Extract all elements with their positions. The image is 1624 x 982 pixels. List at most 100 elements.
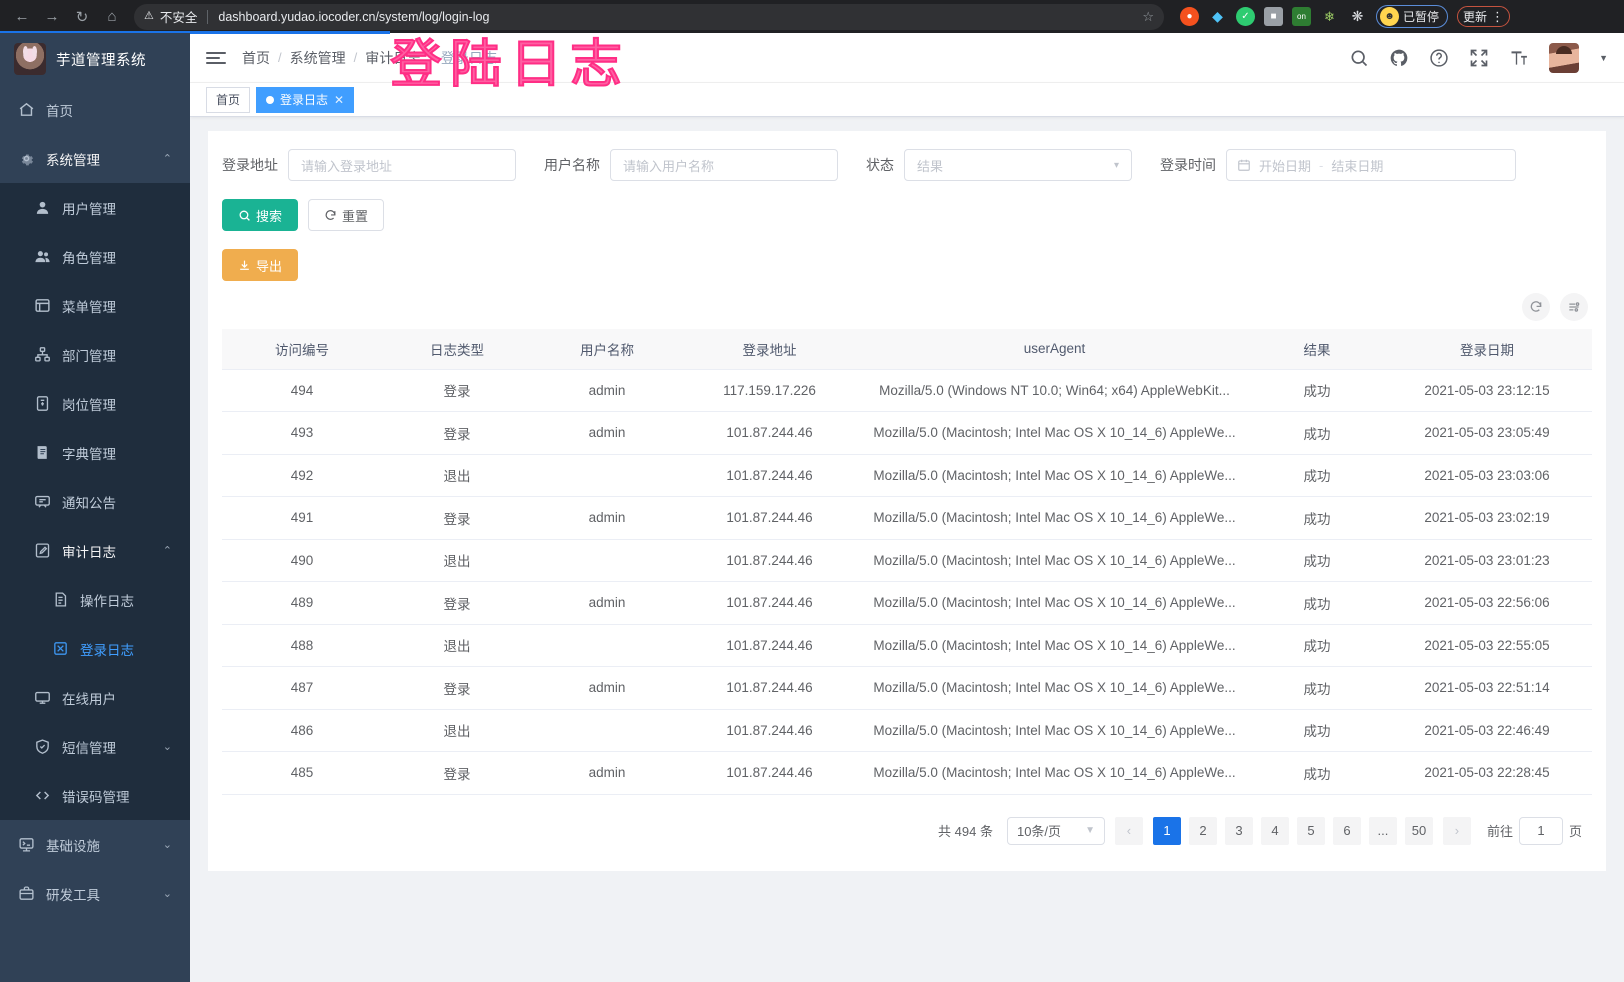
sidebar-item-3[interactable]: 角色管理	[0, 232, 190, 281]
sidebar-item-8[interactable]: 通知公告	[0, 477, 190, 526]
table-cell-日志类型: 退出	[382, 624, 532, 667]
extension-on-icon[interactable]: on	[1292, 7, 1311, 26]
pagination-page-50[interactable]: 50	[1404, 816, 1433, 845]
url-text: dashboard.yudao.iocoder.cn/system/log/lo…	[218, 9, 490, 24]
font-size-icon[interactable]	[1509, 48, 1529, 68]
address-bar[interactable]: ⚠ 不安全 dashboard.yudao.iocoder.cn/system/…	[134, 3, 1164, 30]
refresh-icon[interactable]	[1522, 293, 1550, 321]
table-cell-登录地址: 101.87.244.46	[682, 411, 857, 455]
search-icon[interactable]	[1349, 48, 1369, 68]
pagination-page-4[interactable]: 4	[1260, 816, 1289, 845]
avatar[interactable]	[1549, 42, 1580, 73]
status-select[interactable]: 结果 ▾	[904, 149, 1132, 181]
reload-icon[interactable]: ↻	[75, 8, 89, 26]
pagination-page-6[interactable]: 6	[1332, 816, 1361, 845]
close-icon[interactable]: ✕	[334, 92, 345, 107]
table-row[interactable]: 488 退出 101.87.244.46 Mozilla/5.0 (Macintosh…	[222, 624, 1592, 667]
puzzle-extensions-icon[interactable]: ❋	[1351, 8, 1364, 24]
extension-diamond-icon[interactable]: ◆	[1212, 8, 1223, 24]
table-cell-日志类型: 退出	[382, 539, 532, 582]
table-cell-访问编号: 485	[222, 751, 382, 795]
table-row[interactable]: 494 登录 admin 117.159.17.226 Mozilla/5.0 (Win…	[222, 369, 1592, 412]
filter-input-0[interactable]: 请输入登录地址	[288, 149, 516, 181]
table-row[interactable]: 493 登录 admin 101.87.244.46 Mozilla/5.0 (Maci…	[222, 411, 1592, 455]
tab-0[interactable]: 首页	[206, 86, 251, 113]
role-icon	[34, 248, 51, 265]
table-cell-登录地址: 101.87.244.46	[682, 581, 857, 625]
table-actions: 导出	[222, 249, 1592, 281]
extension-leaf-icon[interactable]: ❄	[1324, 8, 1335, 24]
sidebar-item-4[interactable]: 菜单管理	[0, 281, 190, 330]
sidebar-item-5[interactable]: 部门管理	[0, 330, 190, 379]
pagination-page-3[interactable]: 3	[1224, 816, 1253, 845]
paused-profile-button[interactable]: ☻ 已暂停	[1376, 5, 1449, 28]
pagination-page-5[interactable]: 5	[1296, 816, 1325, 845]
sidebar-item-15[interactable]: 基础设施 ⌄	[0, 820, 190, 869]
sidebar-item-16[interactable]: 研发工具 ⌄	[0, 869, 190, 918]
hamburger-icon[interactable]	[206, 51, 226, 64]
extension-blue-badge-icon[interactable]: ■	[1264, 7, 1283, 26]
pagination-page-...[interactable]: ...	[1368, 816, 1397, 845]
table-cell-登录地址: 101.87.244.46	[682, 496, 857, 540]
sidebar-item-12[interactable]: 在线用户	[0, 673, 190, 722]
sidebar-item-1[interactable]: 系统管理 ⌃	[0, 134, 190, 183]
breadcrumb-item-0[interactable]: 首页	[242, 49, 270, 66]
pagination-next-button[interactable]: ›	[1442, 816, 1471, 845]
fullscreen-icon[interactable]	[1469, 48, 1489, 68]
pagination-prev-button[interactable]: ‹	[1114, 816, 1143, 845]
table-row[interactable]: 490 退出 101.87.244.46 Mozilla/5.0 (Macintosh…	[222, 539, 1592, 582]
help-icon[interactable]	[1429, 48, 1449, 68]
table-cell-结果: 成功	[1252, 411, 1382, 455]
sidebar-item-7[interactable]: 字典管理	[0, 428, 190, 477]
extension-orange-icon[interactable]: ●	[1180, 7, 1199, 26]
sidebar-item-10[interactable]: 操作日志	[0, 575, 190, 624]
pagination-jump-input[interactable]: 1	[1518, 816, 1563, 845]
login-log-icon	[52, 640, 69, 657]
search-button[interactable]: 搜索	[222, 199, 299, 231]
date-range-picker[interactable]: 开始日期 - 结束日期	[1226, 149, 1516, 181]
sidebar-item-6[interactable]: 岗位管理	[0, 379, 190, 428]
github-icon[interactable]	[1389, 48, 1409, 68]
sidebar-item-2[interactable]: 用户管理	[0, 183, 190, 232]
columns-settings-icon[interactable]	[1560, 293, 1588, 321]
date-start: 开始日期	[1259, 158, 1312, 174]
reset-button[interactable]: 重置	[308, 199, 385, 231]
sidebar-item-0[interactable]: 首页	[0, 85, 190, 134]
bookmark-star-icon[interactable]: ☆	[1142, 8, 1154, 24]
breadcrumb-item-2[interactable]: 审计日志	[365, 49, 422, 66]
breadcrumb-item-1[interactable]: 系统管理	[289, 49, 346, 66]
table-cell-userAgent: Mozilla/5.0 (Macintosh; Intel Mac OS X 1…	[857, 411, 1252, 455]
sidebar-item-14[interactable]: 错误码管理	[0, 771, 190, 820]
update-button[interactable]: 更新 ⋮	[1457, 6, 1511, 27]
table-row[interactable]: 489 登录 admin 101.87.244.46 Mozilla/5.0 (Maci…	[222, 581, 1592, 625]
pagination-page-1[interactable]: 1	[1152, 816, 1181, 845]
pagination-page-2[interactable]: 2	[1188, 816, 1217, 845]
table-row[interactable]: 486 退出 101.87.244.46 Mozilla/5.0 (Macintosh…	[222, 709, 1592, 752]
table-header-4: userAgent	[857, 329, 1252, 370]
table-row[interactable]: 491 登录 admin 101.87.244.46 Mozilla/5.0 (Maci…	[222, 496, 1592, 540]
sidebar-item-13[interactable]: 短信管理 ⌄	[0, 722, 190, 771]
forward-arrow-icon[interactable]: →	[44, 8, 60, 25]
sidebar-item-label: 部门管理	[62, 348, 116, 364]
extension-green-check-icon[interactable]: ✓	[1236, 7, 1255, 26]
chevron-down-icon[interactable]: ▼	[1599, 52, 1608, 63]
table-row[interactable]: 492 退出 101.87.244.46 Mozilla/5.0 (Macintosh…	[222, 454, 1592, 497]
sidebar-item-label: 研发工具	[46, 887, 100, 903]
table-cell-登录日期: 2021-05-03 23:02:19	[1382, 496, 1592, 540]
chevron-down-icon: ▼	[1085, 825, 1095, 836]
sidebar-item-9[interactable]: 审计日志 ⌃	[0, 526, 190, 575]
filter-input-1[interactable]: 请输入用户名称	[610, 149, 838, 181]
sidebar-item-label: 在线用户	[62, 691, 116, 707]
export-button[interactable]: 导出	[222, 249, 299, 281]
back-arrow-icon[interactable]: ←	[14, 8, 30, 25]
table-row[interactable]: 485 登录 admin 101.87.244.46 Mozilla/5.0 (Maci…	[222, 751, 1592, 795]
table-row[interactable]: 487 登录 admin 101.87.244.46 Mozilla/5.0 (Maci…	[222, 666, 1592, 710]
page-size-select[interactable]: 10条/页 ▼	[1006, 816, 1105, 845]
home-icon[interactable]: ⌂	[107, 8, 117, 25]
sidebar-item-11[interactable]: 登录日志	[0, 624, 190, 673]
table-cell-用户名称: admin	[532, 369, 682, 412]
sidebar-logo[interactable]: 芋道管理系统	[0, 33, 190, 85]
tab-1[interactable]: 登录日志 ✕	[256, 86, 355, 113]
chrome-menu-icon[interactable]: ⋮	[1491, 9, 1505, 24]
table-cell-日志类型: 登录	[382, 496, 532, 540]
